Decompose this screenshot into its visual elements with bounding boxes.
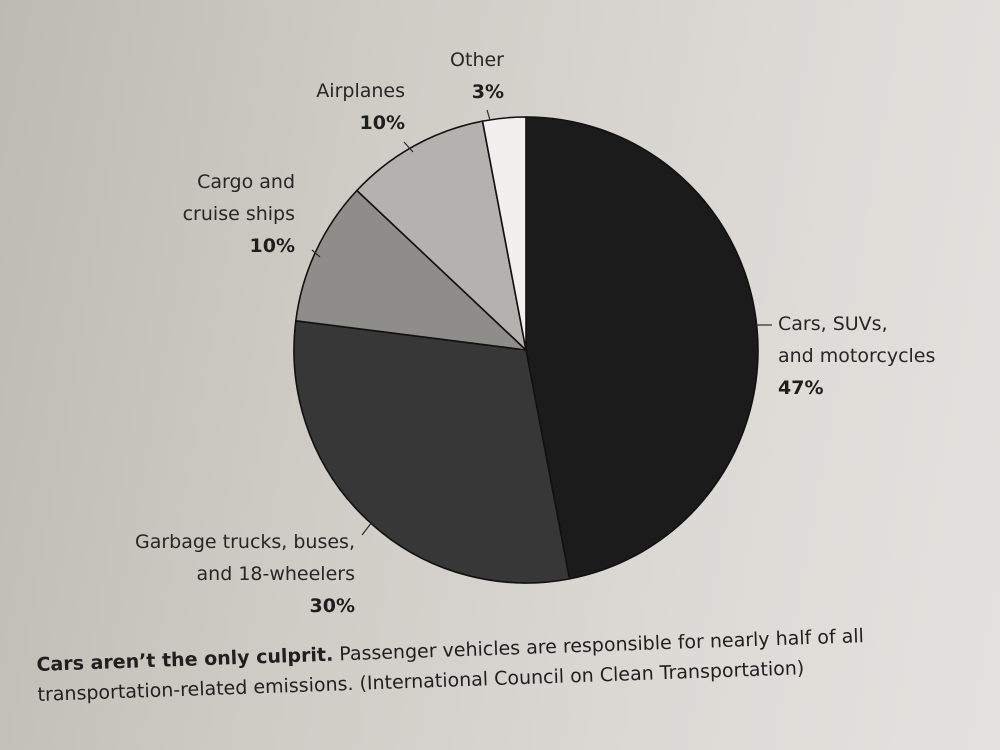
- leader-line-ships: [311, 249, 321, 258]
- leader-line-airplanes: [403, 141, 414, 153]
- slice-label-cars-line-1: Cars, SUVs,: [778, 313, 888, 335]
- slice-label-ships-line-1: Cargo and: [197, 171, 295, 193]
- slice-label-other: Other: [450, 49, 504, 71]
- slice-value-trucks: 30%: [310, 595, 355, 617]
- pie-slice-trucks: [293, 319, 571, 584]
- slice-label-trucks-line-1: Garbage trucks, buses,: [135, 531, 355, 553]
- leader-line-other: [486, 109, 491, 121]
- slice-value-other: 3%: [472, 81, 504, 103]
- leader-line-trucks: [361, 521, 373, 536]
- slice-value-ships: 10%: [250, 235, 295, 257]
- slice-label-airplanes: Airplanes: [316, 80, 405, 102]
- pie-slice-other: [481, 116, 527, 351]
- slice-label-trucks-line-2: and 18-wheelers: [197, 563, 355, 585]
- slice-label-ships-line-2: cruise ships: [183, 203, 295, 225]
- slice-value-cars: 47%: [778, 377, 823, 399]
- pie-slice-ships: [294, 189, 529, 352]
- pie-slice-cars: [525, 116, 759, 580]
- slice-value-airplanes: 10%: [360, 112, 405, 134]
- slice-label-cars-line-2: and motorcycles: [778, 345, 935, 367]
- caption-lead: Cars aren’t the only culprit.: [36, 643, 334, 676]
- pie-slice-airplanes: [355, 120, 528, 353]
